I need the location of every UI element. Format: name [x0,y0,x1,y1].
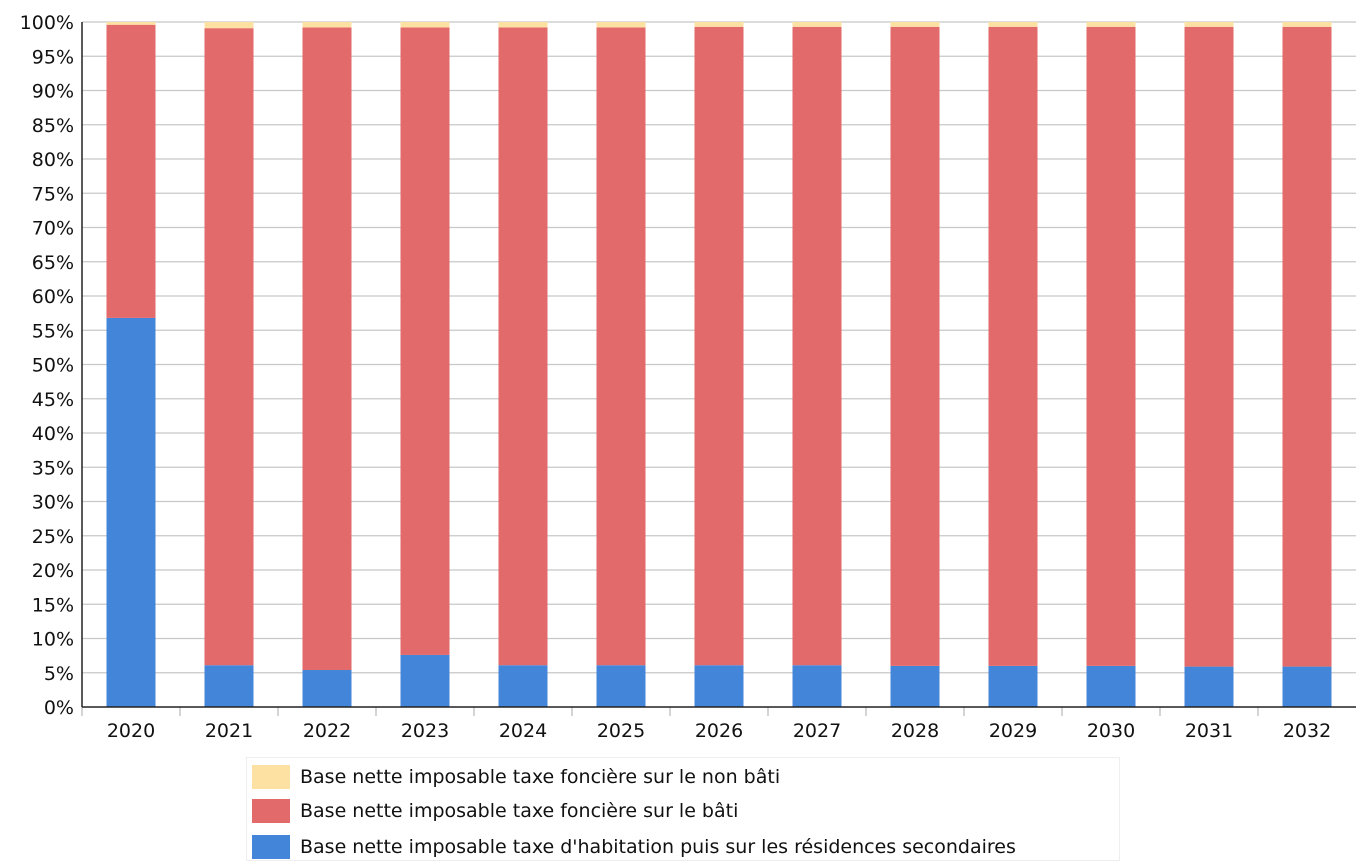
legend-label-habitation: Base nette imposable taxe d'habitation p… [300,836,1016,858]
bar-segment [1282,22,1332,27]
bar-segment [890,665,940,707]
y-tick-label: 55% [32,320,74,342]
y-tick-label: 95% [32,46,74,68]
legend-label-bati: Base nette imposable taxe foncière sur l… [300,800,739,822]
bar-segment [302,27,352,671]
bar-segment [596,27,646,666]
bar-segment [106,24,156,318]
x-tick-label: 2022 [303,720,351,742]
y-tick-label: 25% [32,526,74,548]
bar-segment [400,22,450,28]
bar-segment [400,654,450,707]
bar-segment [890,22,940,27]
y-tick-label: 100% [20,12,74,34]
y-tick-label: 10% [32,629,74,651]
y-tick-label: 30% [32,492,74,514]
x-tick-label: 2027 [793,720,841,742]
chart-canvas: 0% 5% 10% 15% 20% 25% 30% 35% 40% 45% 50% 55% 60% 65%… [20,12,1356,742]
bar-segment [204,665,254,707]
bar-segment [498,27,548,666]
bar-segment [498,665,548,707]
x-tick-label: 2028 [891,720,939,742]
y-tick-label: 35% [32,457,74,479]
x-tick-label: 2032 [1283,720,1331,742]
y-tick-label: 50% [32,355,74,377]
bar-segment [106,317,156,707]
bar-segment [792,665,842,707]
bar-segment [694,665,744,707]
bar-segment [792,26,842,666]
x-tick-label: 2030 [1087,720,1135,742]
y-tick-label: 60% [32,286,74,308]
bar-segment [792,22,842,27]
y-tick-label: 20% [32,560,74,582]
legend: Base nette imposable taxe foncière sur l… [246,757,1120,861]
legend-swatch-non-bati [252,765,290,789]
bar-segment [302,22,352,28]
y-tick-label: 75% [32,183,74,205]
y-tick-label: 70% [32,218,74,240]
bar-segment [1184,666,1234,707]
legend-swatch-bati [252,799,290,823]
bar-segment [694,22,744,27]
x-tick-label: 2020 [107,720,155,742]
legend-label-non-bati: Base nette imposable taxe foncière sur l… [300,766,781,788]
bar-segment [1282,26,1332,667]
bars [106,22,1332,707]
legend-swatch-habitation [252,835,290,859]
bar-segment [400,27,450,655]
legend-item-bati: Base nette imposable taxe foncière sur l… [252,796,738,826]
x-tick-label: 2023 [401,720,449,742]
x-tick-label: 2026 [695,720,743,742]
bar-segment [988,26,1038,666]
y-tick-label: 0% [44,697,74,719]
bar-segment [106,22,156,25]
bar-segment [204,28,254,666]
bar-segment [204,22,254,29]
x-tick-label: 2024 [499,720,547,742]
x-tick-label: 2021 [205,720,253,742]
legend-item-habitation: Base nette imposable taxe d'habitation p… [252,832,1016,862]
bar-segment [694,26,744,666]
y-tick-label: 5% [44,663,74,685]
legend-item-non-bati: Base nette imposable taxe foncière sur l… [252,762,780,792]
bar-segment [890,26,940,666]
y-tick-label: 45% [32,389,74,411]
bar-segment [596,22,646,28]
bar-segment [1282,666,1332,707]
bar-segment [1184,22,1234,27]
x-tick-label: 2031 [1185,720,1233,742]
bar-segment [988,665,1038,707]
bar-segment [1086,22,1136,27]
bar-segment [1184,26,1234,667]
bar-segment [988,22,1038,27]
y-tick-label: 90% [32,81,74,103]
y-tick-label: 65% [32,252,74,274]
axes: 0% 5% 10% 15% 20% 25% 30% 35% 40% 45% 50% 55% 60% 65%… [20,12,1356,742]
bar-segment [302,670,352,707]
x-tick-label: 2029 [989,720,1037,742]
y-tick-label: 15% [32,594,74,616]
y-tick-label: 40% [32,423,74,445]
bar-segment [596,665,646,707]
bar-segment [498,22,548,28]
y-tick-label: 85% [32,115,74,137]
bar-segment [1086,665,1136,707]
x-tick-label: 2025 [597,720,645,742]
bar-segment [1086,26,1136,666]
y-tick-label: 80% [32,149,74,171]
